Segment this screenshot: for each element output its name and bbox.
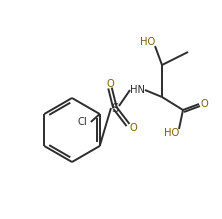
Text: HO: HO: [140, 37, 156, 47]
Text: O: O: [129, 123, 137, 133]
Text: HO: HO: [164, 128, 180, 138]
Text: Cl: Cl: [78, 117, 88, 127]
Text: S: S: [111, 101, 119, 115]
Text: HN: HN: [129, 85, 145, 95]
Text: O: O: [106, 79, 114, 89]
Text: O: O: [200, 99, 208, 109]
